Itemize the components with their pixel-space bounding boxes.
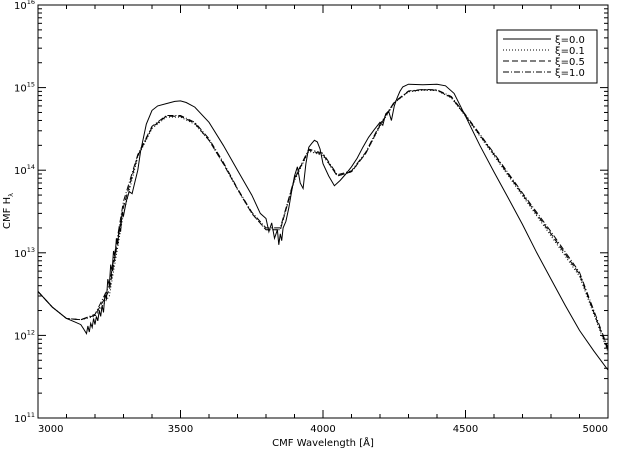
series-lines [38, 83, 608, 371]
svg-text:CMF Hλ: CMF Hλ [2, 193, 15, 229]
x-axis-title: CMF Wavelength [Å] [272, 436, 374, 449]
y-axis-title: CMF Hλ [2, 193, 15, 229]
y-tick-label: 1013 [14, 246, 35, 260]
x-tick-label: 3500 [168, 424, 193, 435]
legend-label-1: ξ=0.1 [555, 46, 585, 57]
series-line-0 [38, 83, 608, 371]
y-axis-title-subscript: λ [7, 193, 15, 197]
y-axis-title-main: CMF H [2, 197, 13, 229]
legend-label-0: ξ=0.0 [555, 35, 585, 46]
series-line-2 [38, 89, 608, 351]
y-tick-label: 1014 [14, 163, 35, 177]
series-line-1 [38, 89, 608, 353]
y-tick-label: 1011 [14, 411, 35, 425]
x-tick-label: 4500 [453, 424, 478, 435]
legend-label-2: ξ=0.5 [555, 57, 585, 68]
y-tick-label: 1015 [14, 81, 35, 95]
x-tick-label: 3000 [38, 424, 63, 435]
y-tick-label: 1016 [14, 0, 35, 12]
axis-ticks: 3000 3500 4000 4500 5000 1011 1012 1013 1014 1015… [14, 0, 609, 435]
series-line-3 [38, 88, 608, 349]
x-tick-label: 5000 [583, 424, 608, 435]
y-tick-label: 1012 [14, 328, 35, 342]
x-tick-label: 4000 [310, 424, 335, 435]
legend-label-3: ξ=1.0 [555, 68, 585, 79]
legend: ξ=0.0ξ=0.1ξ=0.5ξ=1.0 [496, 29, 598, 84]
